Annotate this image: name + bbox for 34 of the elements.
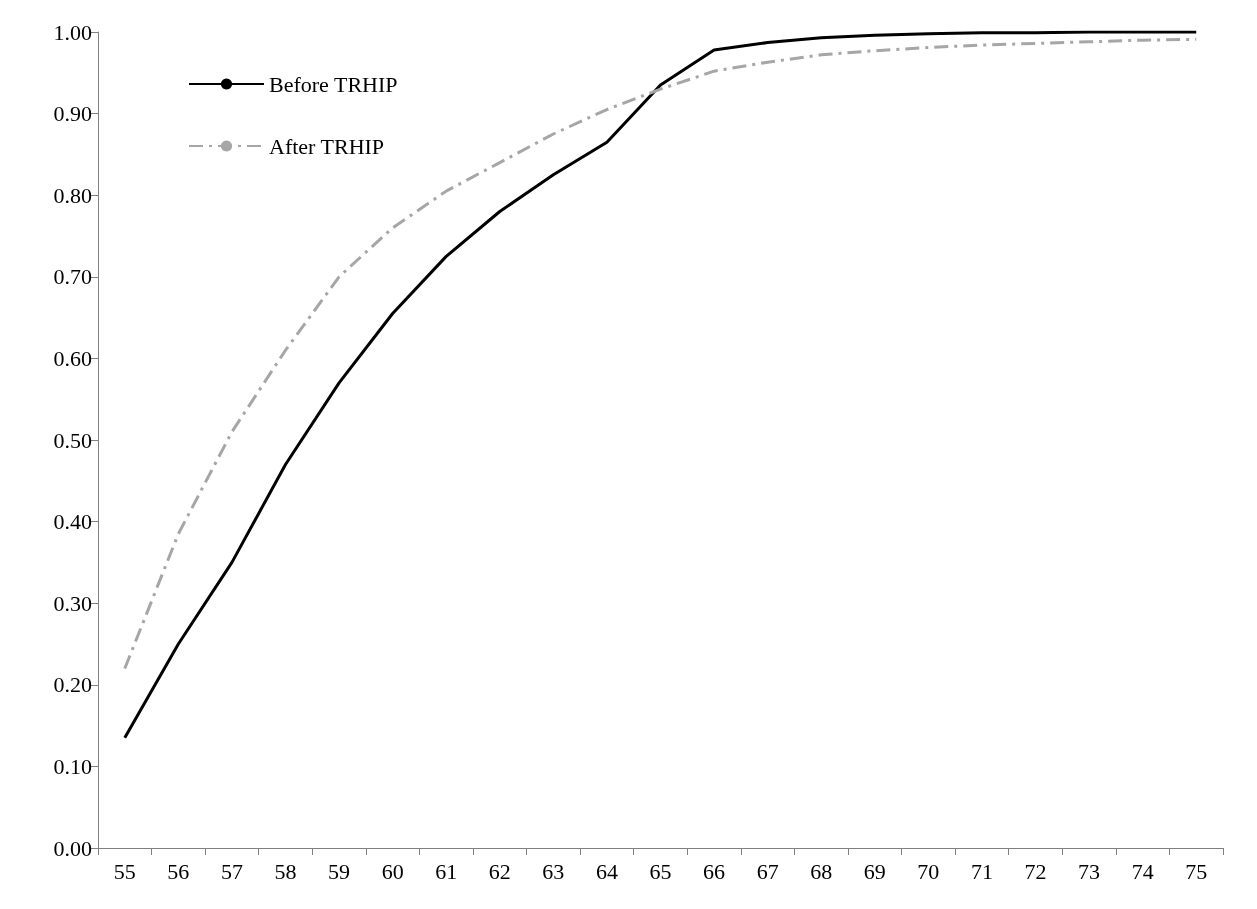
y-tick-label: 0.00 [53,835,92,861]
x-tick-label: 59 [328,858,351,884]
x-tick-label: 63 [542,858,565,884]
x-tick-label: 68 [810,858,833,884]
x-tick-label: 58 [274,858,297,884]
x-tick-label: 75 [1185,858,1208,884]
x-tick-label: 74 [1131,858,1154,884]
x-tick-label: 73 [1078,858,1101,884]
y-tick-label: 0.30 [53,590,92,616]
x-tick-label: 57 [220,858,243,884]
x-tick-label: 60 [381,858,404,884]
y-tick-label: 1.00 [53,19,92,45]
legend-label: Before TRHIP [269,71,398,97]
x-tick-label: 71 [970,858,993,884]
x-tick-label: 72 [1024,858,1047,884]
y-tick-label: 0.90 [53,101,92,127]
legend-label: After TRHIP [269,133,385,159]
x-tick-label: 64 [595,858,618,884]
y-tick-label: 0.40 [53,509,92,535]
x-tick-label: 62 [488,858,511,884]
y-tick-label: 0.20 [53,672,92,698]
x-tick-label: 70 [917,858,940,884]
y-tick-label: 0.50 [53,427,92,453]
y-tick-label: 0.10 [53,753,92,779]
y-tick-label: 0.60 [53,345,92,371]
x-tick-label: 56 [167,858,190,884]
x-tick-label: 66 [703,858,726,884]
x-tick-label: 67 [756,858,779,884]
x-tick-label: 55 [113,858,136,884]
x-tick-label: 69 [863,858,886,884]
y-tick-label: 0.80 [53,182,92,208]
x-tick-label: 65 [649,858,672,884]
x-tick-label: 61 [435,858,458,884]
y-tick-label: 0.70 [53,264,92,290]
